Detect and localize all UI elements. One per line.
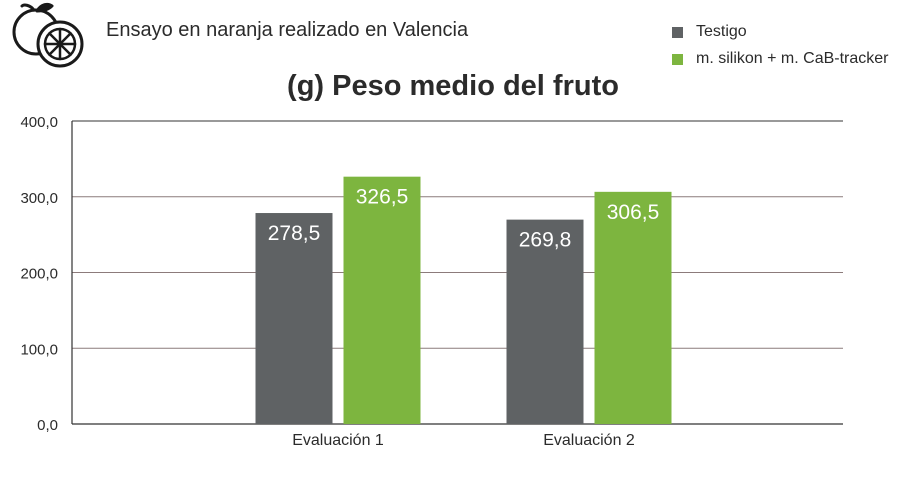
y-tick-label: 300,0 bbox=[20, 190, 58, 207]
y-tick-label: 100,0 bbox=[20, 341, 58, 358]
bar bbox=[343, 176, 421, 424]
legend-swatch-testigo bbox=[672, 26, 683, 38]
data-label: 326,5 bbox=[356, 186, 409, 209]
data-label: 269,8 bbox=[519, 229, 572, 252]
legend-label-testigo: Testigo bbox=[696, 23, 747, 40]
data-label: 278,5 bbox=[268, 222, 321, 245]
bar bbox=[506, 219, 584, 424]
y-tick-label: 0,0 bbox=[37, 417, 58, 434]
y-tick-label: 400,0 bbox=[20, 114, 58, 131]
bar bbox=[594, 191, 672, 424]
chart-title: (g) Peso medio del fruto bbox=[287, 70, 619, 102]
chart-subtitle: Ensayo en naranja realizado en Valencia bbox=[106, 19, 469, 41]
legend-label-treatment: m. silikon + m. CaB-tracker bbox=[696, 50, 889, 67]
legend-item-treatment: m. silikon + m. CaB-tracker bbox=[672, 49, 888, 69]
legend-swatch-treatment bbox=[672, 53, 683, 65]
data-label: 306,5 bbox=[607, 201, 660, 224]
x-tick-label: Evaluación 2 bbox=[543, 432, 635, 449]
bar bbox=[255, 213, 333, 424]
y-tick-label: 200,0 bbox=[20, 266, 58, 283]
chart-legend: Testigo m. silikon + m. CaB-tracker bbox=[672, 22, 888, 76]
x-tick-label: Evaluación 1 bbox=[292, 432, 384, 449]
orange-fruit-icon bbox=[12, 2, 84, 68]
legend-item-testigo: Testigo bbox=[672, 22, 888, 42]
